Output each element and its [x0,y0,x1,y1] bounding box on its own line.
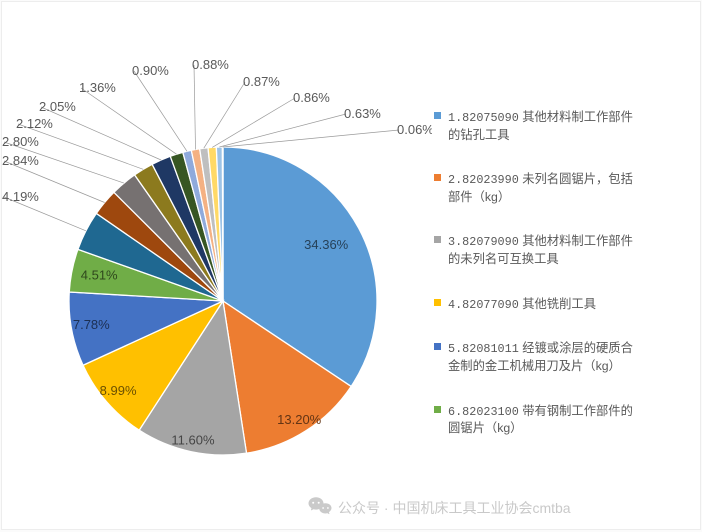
svg-text:0.63%: 0.63% [344,106,381,121]
svg-text:11.60%: 11.60% [171,432,215,447]
svg-text:0.88%: 0.88% [192,57,229,72]
svg-text:0.90%: 0.90% [132,63,169,78]
svg-text:2.84%: 2.84% [2,153,39,168]
svg-text:2.80%: 2.80% [2,134,39,149]
svg-text:0.06%: 0.06% [397,122,432,137]
svg-text:4.51%: 4.51% [81,267,118,282]
svg-text:1.36%: 1.36% [79,80,116,95]
svg-text:0.86%: 0.86% [293,90,330,105]
svg-text:7.78%: 7.78% [73,317,110,332]
svg-text:34.36%: 34.36% [304,237,349,252]
svg-text:2.05%: 2.05% [39,99,76,114]
svg-text:2.12%: 2.12% [16,116,53,131]
svg-text:13.20%: 13.20% [277,412,322,427]
svg-text:4.19%: 4.19% [2,189,39,204]
svg-text:0.87%: 0.87% [243,74,280,89]
svg-text:8.99%: 8.99% [100,383,137,398]
